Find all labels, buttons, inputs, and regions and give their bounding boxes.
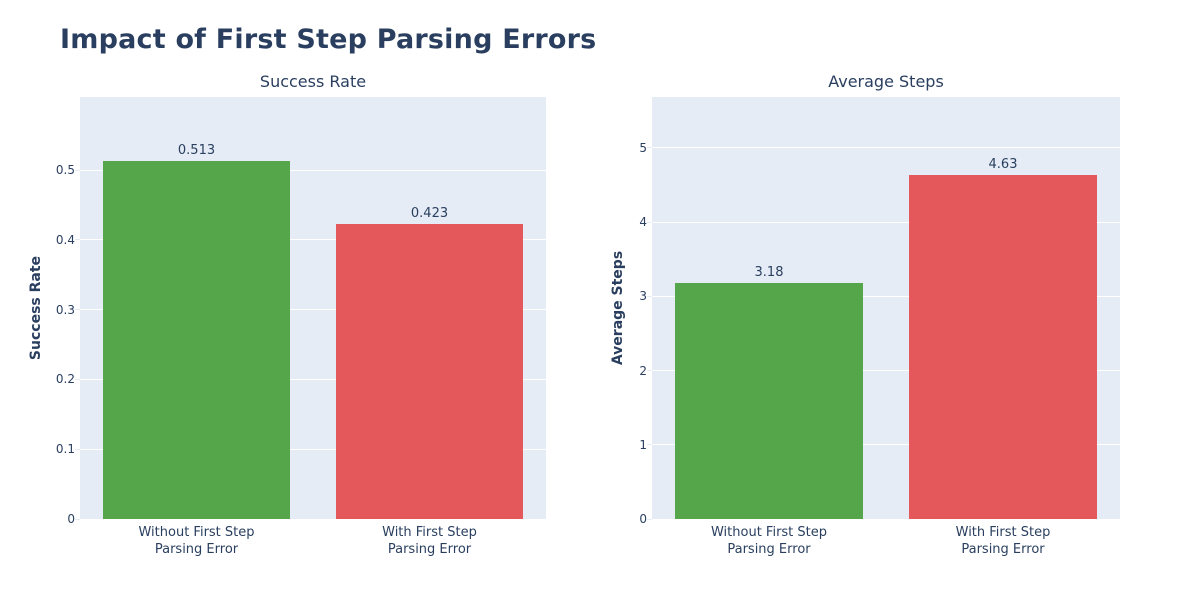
y-tick-mark [75,169,80,171]
y-tick-label: 0.5 [55,163,75,177]
x-category-label-line: Parsing Error [154,542,239,557]
plot-area [80,97,546,519]
x-category-label-line: Parsing Error [727,542,811,557]
y-gridline [652,147,1120,149]
y-gridline [80,309,546,311]
y-tick-label: 1 [639,437,647,452]
y-gridline [652,221,1120,223]
subplot-title: Average Steps [828,72,944,91]
x-category-label: With First Step Parsing Error [313,524,546,558]
plot-area [652,97,1120,519]
bar-value-label: 4.63 [988,157,1018,173]
bar [675,283,863,519]
x-category-label: Without First Step Parsing Error [652,524,886,558]
y-gridline [652,295,1120,297]
y-tick-label: 2 [639,363,647,378]
x-category-label: Without First Step Parsing Error [80,524,313,558]
bar [336,223,523,519]
x-category-label-line: Without First Step [138,525,255,540]
figure-title: Impact of First Step Parsing Errors [60,24,597,55]
bar [103,160,290,519]
y-tick-mark [647,147,652,149]
y-tick-mark [75,518,80,520]
y-gridline [80,448,546,450]
y-tick-mark [75,378,80,380]
y-gridline [652,370,1120,372]
y-tick-mark [647,444,652,446]
y-tick-label: 0.2 [55,372,75,387]
y-tick-label: 5 [639,140,647,155]
y-tick-mark [75,239,80,241]
y-tick-label: 4 [639,215,647,230]
x-category-label-line: Parsing Error [387,542,472,557]
y-tick-mark [647,221,652,223]
x-category-label-line: Parsing Error [961,542,1045,557]
y-tick-mark [75,448,80,450]
y-tick-label: 0 [639,512,647,526]
y-tick-mark [75,309,80,311]
x-category-label-line: Without First Step [710,525,828,540]
y-gridline [652,444,1120,446]
y-gridline [80,169,546,171]
y-tick-label: 0.4 [55,232,75,247]
bar-value-label: 0.513 [177,142,216,158]
bar [909,175,1097,519]
y-tick-label: 3 [639,289,647,304]
x-category-label-line: With First Step [382,525,477,540]
bar-value-label: 0.423 [410,205,449,221]
y-tick-label: 0.3 [55,302,75,317]
y-tick-mark [647,295,652,297]
y-tick-mark [647,370,652,372]
y-tick-mark [647,518,652,520]
x-category-label: With First Step Parsing Error [886,524,1120,558]
y-gridline [80,239,546,241]
subplot-title: Success Rate [259,72,367,91]
y-tick-label: 0 [67,512,75,526]
y-tick-label: 0.1 [55,442,75,457]
bar-value-label: 3.18 [754,265,784,281]
y-gridline [80,378,546,380]
x-category-label-line: With First Step [955,525,1051,540]
